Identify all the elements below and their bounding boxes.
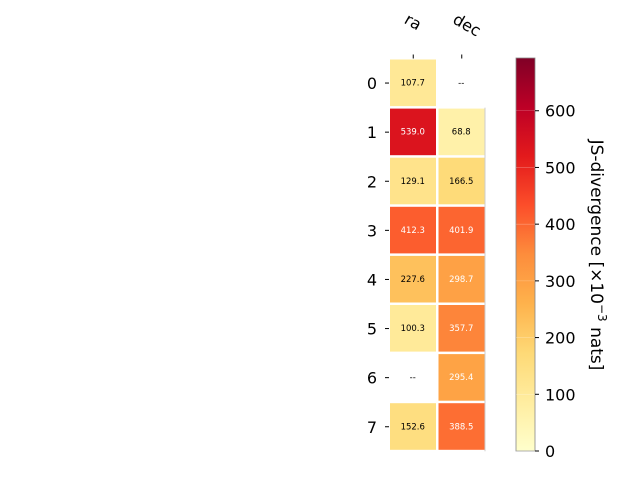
y-tick-label: 0 [367,74,377,93]
heatmap-cell [390,157,436,205]
x-tick-label: ra [401,10,425,35]
x-tick-label: dec [450,10,484,41]
colorbar-label: JS-divergence [×10−3 nats] [586,139,609,371]
colorbar-tick-label: 100 [545,385,576,404]
colorbar-tick-label: 500 [545,158,576,177]
heatmap-cell [438,206,485,254]
heatmap-cell [390,108,436,156]
colorbar-tick-label: 600 [545,102,576,121]
colorbar-tick-label: 0 [545,442,555,461]
y-tick-label: 1 [367,123,377,142]
colorbar-tick-label: 200 [545,329,576,348]
cell-label: 412.3 [401,226,425,236]
heatmap-cell [390,255,436,303]
y-tick-label: 7 [367,418,377,437]
heatmap-cells: 107.7 -- 539.0 68.8 129.1 166.5 412.3 401.9 227.… [390,59,485,450]
heatmap-cell [390,206,436,254]
heatmap-cell [438,157,485,205]
heatmap-cell [390,403,436,450]
cell-label: 100.3 [401,324,425,334]
cell-label: 129.1 [401,177,425,187]
heatmap-cell [438,108,485,156]
y-tick-label: 5 [367,320,377,339]
colorbar-label-main: JS-divergence [×10 [586,139,606,304]
colorbar [515,57,536,452]
heatmap-cell [390,305,436,352]
cell-label: 295.4 [449,373,473,383]
colorbar-tick-label: 400 [545,215,576,234]
cell-label: 388.5 [449,422,473,432]
heatmap-cell [390,59,436,107]
cell-label: 152.6 [401,422,425,432]
colorbar-ticks: 0 100 200 300 400 500 600 [516,102,576,461]
cell-label: 539.0 [401,128,425,138]
colorbar-label-end: nats] [586,322,606,371]
y-tick-label: 6 [367,369,377,388]
cell-label: -- [458,79,464,89]
y-axis-ticks: 0 1 2 3 4 5 6 7 [367,74,389,437]
cell-label: 166.5 [449,177,473,187]
cell-label: 68.8 [452,128,471,138]
colorbar-gradient [515,57,536,452]
colorbar-tick-label: 300 [545,272,576,291]
y-tick-label: 3 [367,221,377,240]
heatmap-cell [438,403,485,450]
cell-label: 227.6 [401,275,425,285]
cell-label: 298.7 [449,275,473,285]
colorbar-label-exponent: −3 [595,304,609,322]
y-tick-label: 4 [367,270,377,289]
cell-label: 357.7 [449,324,473,334]
heatmap-cell [438,255,485,303]
heatmap-cell [438,354,485,401]
x-axis-ticks: ra dec [401,10,484,59]
cell-label: -- [410,373,416,383]
cell-label: 107.7 [401,79,425,89]
cell-label: 401.9 [449,226,473,236]
y-tick-label: 2 [367,172,377,191]
heatmap-cell [438,305,485,352]
